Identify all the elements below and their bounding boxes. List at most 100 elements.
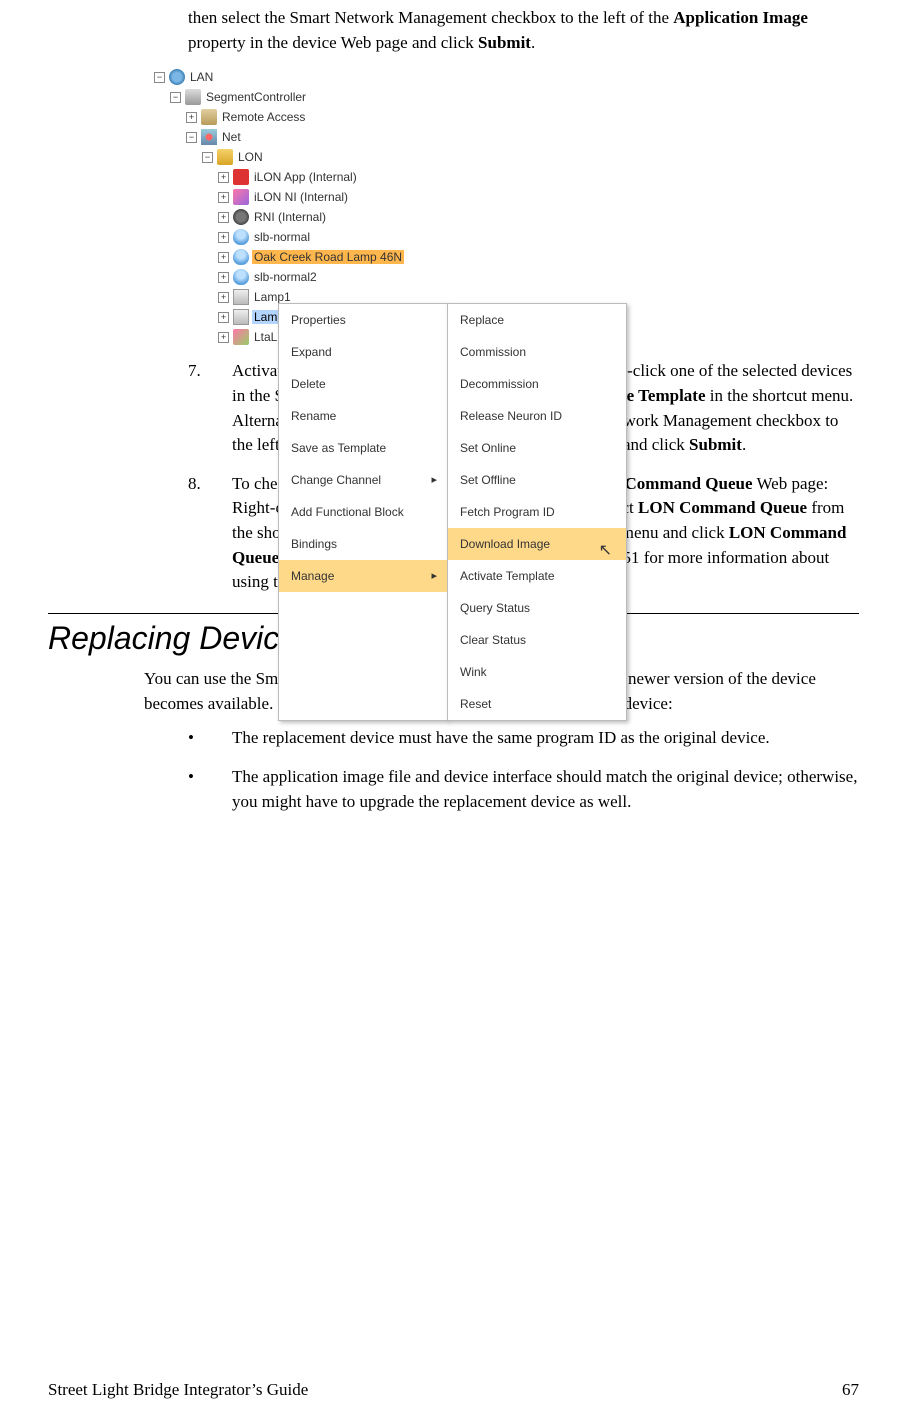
- tree-node-ilon-app[interactable]: + iLON App (Internal): [218, 167, 668, 187]
- tree-label: LAN: [188, 70, 215, 84]
- bullet-icon: •: [188, 726, 232, 751]
- collapse-icon[interactable]: −: [186, 132, 197, 143]
- tree-label: slb-normal2: [252, 270, 319, 284]
- context-menu-primary: PropertiesExpandDeleteRenameSave as Temp…: [278, 303, 448, 721]
- bullet-text: The application image file and device in…: [232, 765, 859, 814]
- bullet-text: The replacement device must have the sam…: [232, 726, 859, 751]
- text: menu and click: [616, 523, 728, 542]
- expand-icon[interactable]: +: [218, 232, 229, 243]
- collapse-icon[interactable]: −: [170, 92, 181, 103]
- intro-text-2: property in the device Web page and clic…: [188, 33, 478, 52]
- menu-item-wink[interactable]: Wink: [448, 656, 626, 688]
- tree-node-lan[interactable]: − LAN: [154, 67, 668, 87]
- controller-icon: [185, 89, 201, 105]
- footer-page-number: 67: [842, 1380, 859, 1400]
- intro-text-1: then select the Smart Network Management…: [188, 8, 673, 27]
- expand-icon[interactable]: +: [186, 112, 197, 123]
- intro-paragraph: then select the Smart Network Management…: [48, 6, 859, 55]
- globe-icon: [169, 69, 185, 85]
- menu-item-properties[interactable]: Properties: [279, 304, 447, 336]
- rni-icon: [233, 209, 249, 225]
- context-menu-manage: ReplaceCommissionDecommissionRelease Neu…: [447, 303, 627, 721]
- tree-node-slb-normal[interactable]: + slb-normal: [218, 227, 668, 247]
- document-page: { "intro": { "pre": "then select the Sma…: [0, 6, 907, 1426]
- bullet-icon: •: [188, 765, 232, 814]
- expand-icon[interactable]: +: [218, 252, 229, 263]
- tree-node-oak-creek[interactable]: + Oak Creek Road Lamp 46N: [218, 247, 668, 267]
- menu-item-replace[interactable]: Replace: [448, 304, 626, 336]
- footer-title: Street Light Bridge Integrator’s Guide: [48, 1380, 308, 1400]
- collapse-icon[interactable]: −: [154, 72, 165, 83]
- menu-item-release-neuron-id[interactable]: Release Neuron ID: [448, 400, 626, 432]
- tree-node-lon[interactable]: − LON: [202, 147, 668, 167]
- key-icon: [201, 109, 217, 125]
- bold: Submit: [689, 435, 742, 454]
- expand-icon[interactable]: +: [218, 332, 229, 343]
- lamp-icon: [233, 309, 249, 325]
- tree-label: Net: [220, 130, 243, 144]
- tree-node-segment[interactable]: − SegmentController: [170, 87, 668, 107]
- lta-icon: [233, 329, 249, 345]
- expand-icon[interactable]: +: [218, 272, 229, 283]
- tree-label: Remote Access: [220, 110, 307, 124]
- menu-item-fetch-program-id[interactable]: Fetch Program ID: [448, 496, 626, 528]
- menu-item-add-functional-block[interactable]: Add Functional Block: [279, 496, 447, 528]
- step-number: 8.: [188, 472, 232, 595]
- menu-item-decommission[interactable]: Decommission: [448, 368, 626, 400]
- menu-item-activate-template[interactable]: Activate Template: [448, 560, 626, 592]
- tree-node-slb-normal2[interactable]: + slb-normal2: [218, 267, 668, 287]
- tree-label-selected: Oak Creek Road Lamp 46N: [252, 250, 404, 264]
- bullet-item: • The replacement device must have the s…: [188, 726, 859, 751]
- menu-item-commission[interactable]: Commission: [448, 336, 626, 368]
- expand-icon[interactable]: +: [218, 292, 229, 303]
- menu-item-query-status[interactable]: Query Status: [448, 592, 626, 624]
- bullet-item: • The application image file and device …: [188, 765, 859, 814]
- menu-item-save-as-template[interactable]: Save as Template: [279, 432, 447, 464]
- menu-item-clear-status[interactable]: Clear Status: [448, 624, 626, 656]
- intro-bold-2: Submit: [478, 33, 531, 52]
- cursor-icon: ↖: [599, 540, 612, 560]
- menu-item-change-channel[interactable]: Change Channel▸: [279, 464, 447, 496]
- screenshot-region: − LAN − SegmentController + Remote Acces…: [148, 63, 668, 347]
- tree-label: iLON App (Internal): [252, 170, 359, 184]
- tree-label: SegmentController: [204, 90, 308, 104]
- collapse-icon[interactable]: −: [202, 152, 213, 163]
- tree-label: LtaL: [252, 330, 279, 344]
- intro-text-3: .: [531, 33, 535, 52]
- step-number: 7.: [188, 359, 232, 458]
- tree-node-rni[interactable]: + RNI (Internal): [218, 207, 668, 227]
- tree-label: RNI (Internal): [252, 210, 328, 224]
- lamp-icon: [233, 289, 249, 305]
- bullet-list: • The replacement device must have the s…: [48, 726, 859, 814]
- menu-item-download-image[interactable]: Download Image↖: [448, 528, 626, 560]
- expand-icon[interactable]: +: [218, 192, 229, 203]
- context-menu-group: PropertiesExpandDeleteRenameSave as Temp…: [278, 303, 627, 721]
- slb-icon: [233, 249, 249, 265]
- tree-node-ilon-ni[interactable]: + iLON NI (Internal): [218, 187, 668, 207]
- text: .: [742, 435, 746, 454]
- ni-icon: [233, 189, 249, 205]
- network-icon: [201, 129, 217, 145]
- expand-icon[interactable]: +: [218, 312, 229, 323]
- expand-icon[interactable]: +: [218, 212, 229, 223]
- menu-item-manage[interactable]: Manage▸: [279, 560, 447, 592]
- submenu-arrow-icon: ▸: [431, 473, 437, 486]
- slb-icon: [233, 229, 249, 245]
- lon-icon: [217, 149, 233, 165]
- page-footer: Street Light Bridge Integrator’s Guide 6…: [48, 1380, 859, 1400]
- menu-item-reset[interactable]: Reset: [448, 688, 626, 720]
- intro-bold-1: Application Image: [673, 8, 808, 27]
- slb-icon: [233, 269, 249, 285]
- menu-item-delete[interactable]: Delete: [279, 368, 447, 400]
- expand-icon[interactable]: +: [218, 172, 229, 183]
- menu-item-set-offline[interactable]: Set Offline: [448, 464, 626, 496]
- tree-label: slb-normal: [252, 230, 312, 244]
- menu-item-bindings[interactable]: Bindings: [279, 528, 447, 560]
- tree-label: Lamp1: [252, 290, 293, 304]
- tree-node-net[interactable]: − Net: [186, 127, 668, 147]
- tree-node-remote[interactable]: + Remote Access: [186, 107, 668, 127]
- menu-item-set-online[interactable]: Set Online: [448, 432, 626, 464]
- menu-item-rename[interactable]: Rename: [279, 400, 447, 432]
- tree-label: LON: [236, 150, 265, 164]
- menu-item-expand[interactable]: Expand: [279, 336, 447, 368]
